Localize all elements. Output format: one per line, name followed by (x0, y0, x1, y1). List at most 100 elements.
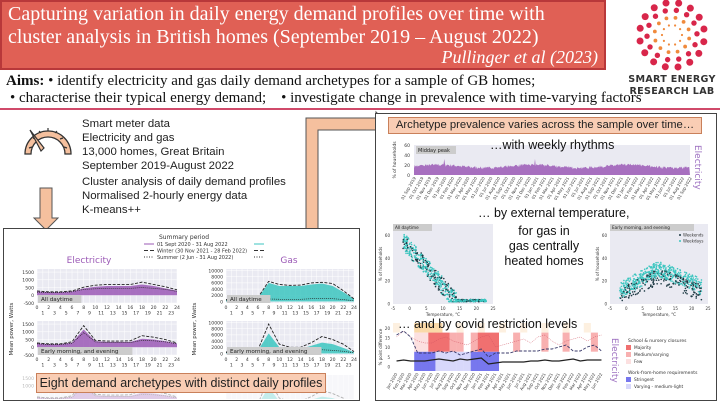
scatter-point (679, 274, 682, 277)
scatter-point (413, 244, 416, 247)
scatter-point (444, 293, 447, 296)
scatter-point (675, 275, 677, 278)
logo-dot (664, 56, 671, 63)
scatter-point (451, 297, 453, 300)
hour-tick: 9 (273, 363, 276, 369)
scatter-point (426, 273, 429, 275)
hour-tick: 10 (92, 305, 98, 311)
scatter-point (648, 274, 650, 276)
legend-title: Summary period (159, 234, 209, 241)
scatter-point (641, 275, 643, 278)
scatter-point (429, 270, 432, 272)
y-tick-label: 2000 (211, 345, 223, 351)
scatter-point (428, 269, 431, 271)
scatter-point (662, 280, 665, 282)
school-closure-cell (393, 332, 401, 352)
school-closure-cell (414, 332, 422, 352)
hour-tick: 11 (282, 311, 288, 317)
scatter-point (625, 289, 628, 292)
scatter-point (652, 280, 655, 283)
y-tick-label: 60 (404, 143, 410, 149)
scatter-point (633, 280, 636, 283)
scatter-point (652, 272, 655, 274)
restriction-cell (590, 323, 599, 333)
method-description: Cluster analysis of daily demand profile… (82, 176, 286, 216)
scatter-point (410, 249, 412, 252)
scatter-point (640, 285, 643, 287)
scatter-point (692, 277, 695, 279)
scatter-point (428, 261, 431, 263)
hour-tick: 6 (257, 305, 260, 311)
scatter-point (651, 269, 654, 271)
hour-tick: 22 (162, 357, 168, 363)
scatter-point (639, 289, 641, 291)
wfh-cell (541, 351, 549, 371)
scatter-point (460, 300, 463, 302)
scatter-point (640, 277, 643, 280)
scatter-point (667, 274, 670, 276)
y-tick-label: 0 (604, 302, 607, 307)
scatter-point (655, 275, 658, 278)
logo-dot (692, 42, 698, 48)
legend-swatch (626, 345, 631, 350)
scatter-point (677, 275, 679, 278)
hour-tick: 2 (47, 357, 50, 363)
scatter-point (668, 273, 671, 276)
hour-tick: 18 (139, 305, 145, 311)
scatter-point (643, 268, 646, 271)
scatter-point (623, 285, 625, 288)
scatter-point (682, 282, 685, 284)
scatter-point (419, 262, 422, 265)
y-tick-label: 4000 (211, 287, 223, 293)
scatter-point (658, 272, 660, 275)
hour-tick: 23 (346, 363, 352, 369)
hour-tick: 0 (225, 305, 228, 311)
scatter-point (642, 282, 644, 284)
hour-tick: 6 (71, 305, 74, 311)
scatter-point (677, 277, 679, 280)
hour-tick: 10 (276, 357, 282, 363)
scatter-point (633, 282, 636, 284)
hour-tick: 4 (59, 305, 62, 311)
hour-tick: 21 (157, 311, 163, 317)
logo-dot (654, 52, 661, 58)
scatter-point (468, 298, 471, 301)
scatter-point (658, 266, 661, 268)
hour-tick: 8 (267, 305, 270, 311)
logo-dot (667, 43, 671, 46)
scatter-point (429, 277, 431, 280)
school-closure-cell (400, 332, 408, 352)
scatter-point (619, 291, 622, 293)
scatter-point (473, 300, 476, 302)
archetype-label-bg (38, 295, 82, 303)
school-closure-cell (435, 332, 443, 352)
scatter-point (658, 275, 661, 277)
y-axis-label: % of households (392, 141, 398, 179)
hour-tick: 8 (82, 305, 85, 311)
y-tick-label: 0 (387, 302, 390, 307)
scatter-point (410, 253, 413, 256)
scatter-point (663, 273, 666, 275)
scatter-point (629, 278, 632, 281)
scatter-point (437, 287, 440, 289)
legend-marker (679, 240, 681, 242)
scatter-point (700, 298, 703, 301)
scatter-point (425, 271, 428, 273)
scatter-point (430, 277, 433, 280)
scatter-point (662, 267, 665, 269)
hour-tick: 11 (98, 363, 104, 369)
restriction-cell (499, 323, 507, 333)
scatter-point (440, 275, 443, 277)
logo-dot (673, 43, 677, 46)
scatter-point (650, 271, 653, 274)
scatter-point (636, 285, 639, 288)
scatter-point (440, 277, 443, 279)
school-closure-cell (477, 332, 486, 352)
scatter-point (678, 284, 680, 286)
logo-dot (652, 13, 659, 19)
scatter-point (447, 282, 450, 285)
hour-tick: 2 (235, 357, 238, 363)
school-closure-cell (484, 332, 493, 352)
scatter-point (654, 269, 656, 272)
scatter-point (424, 259, 427, 262)
